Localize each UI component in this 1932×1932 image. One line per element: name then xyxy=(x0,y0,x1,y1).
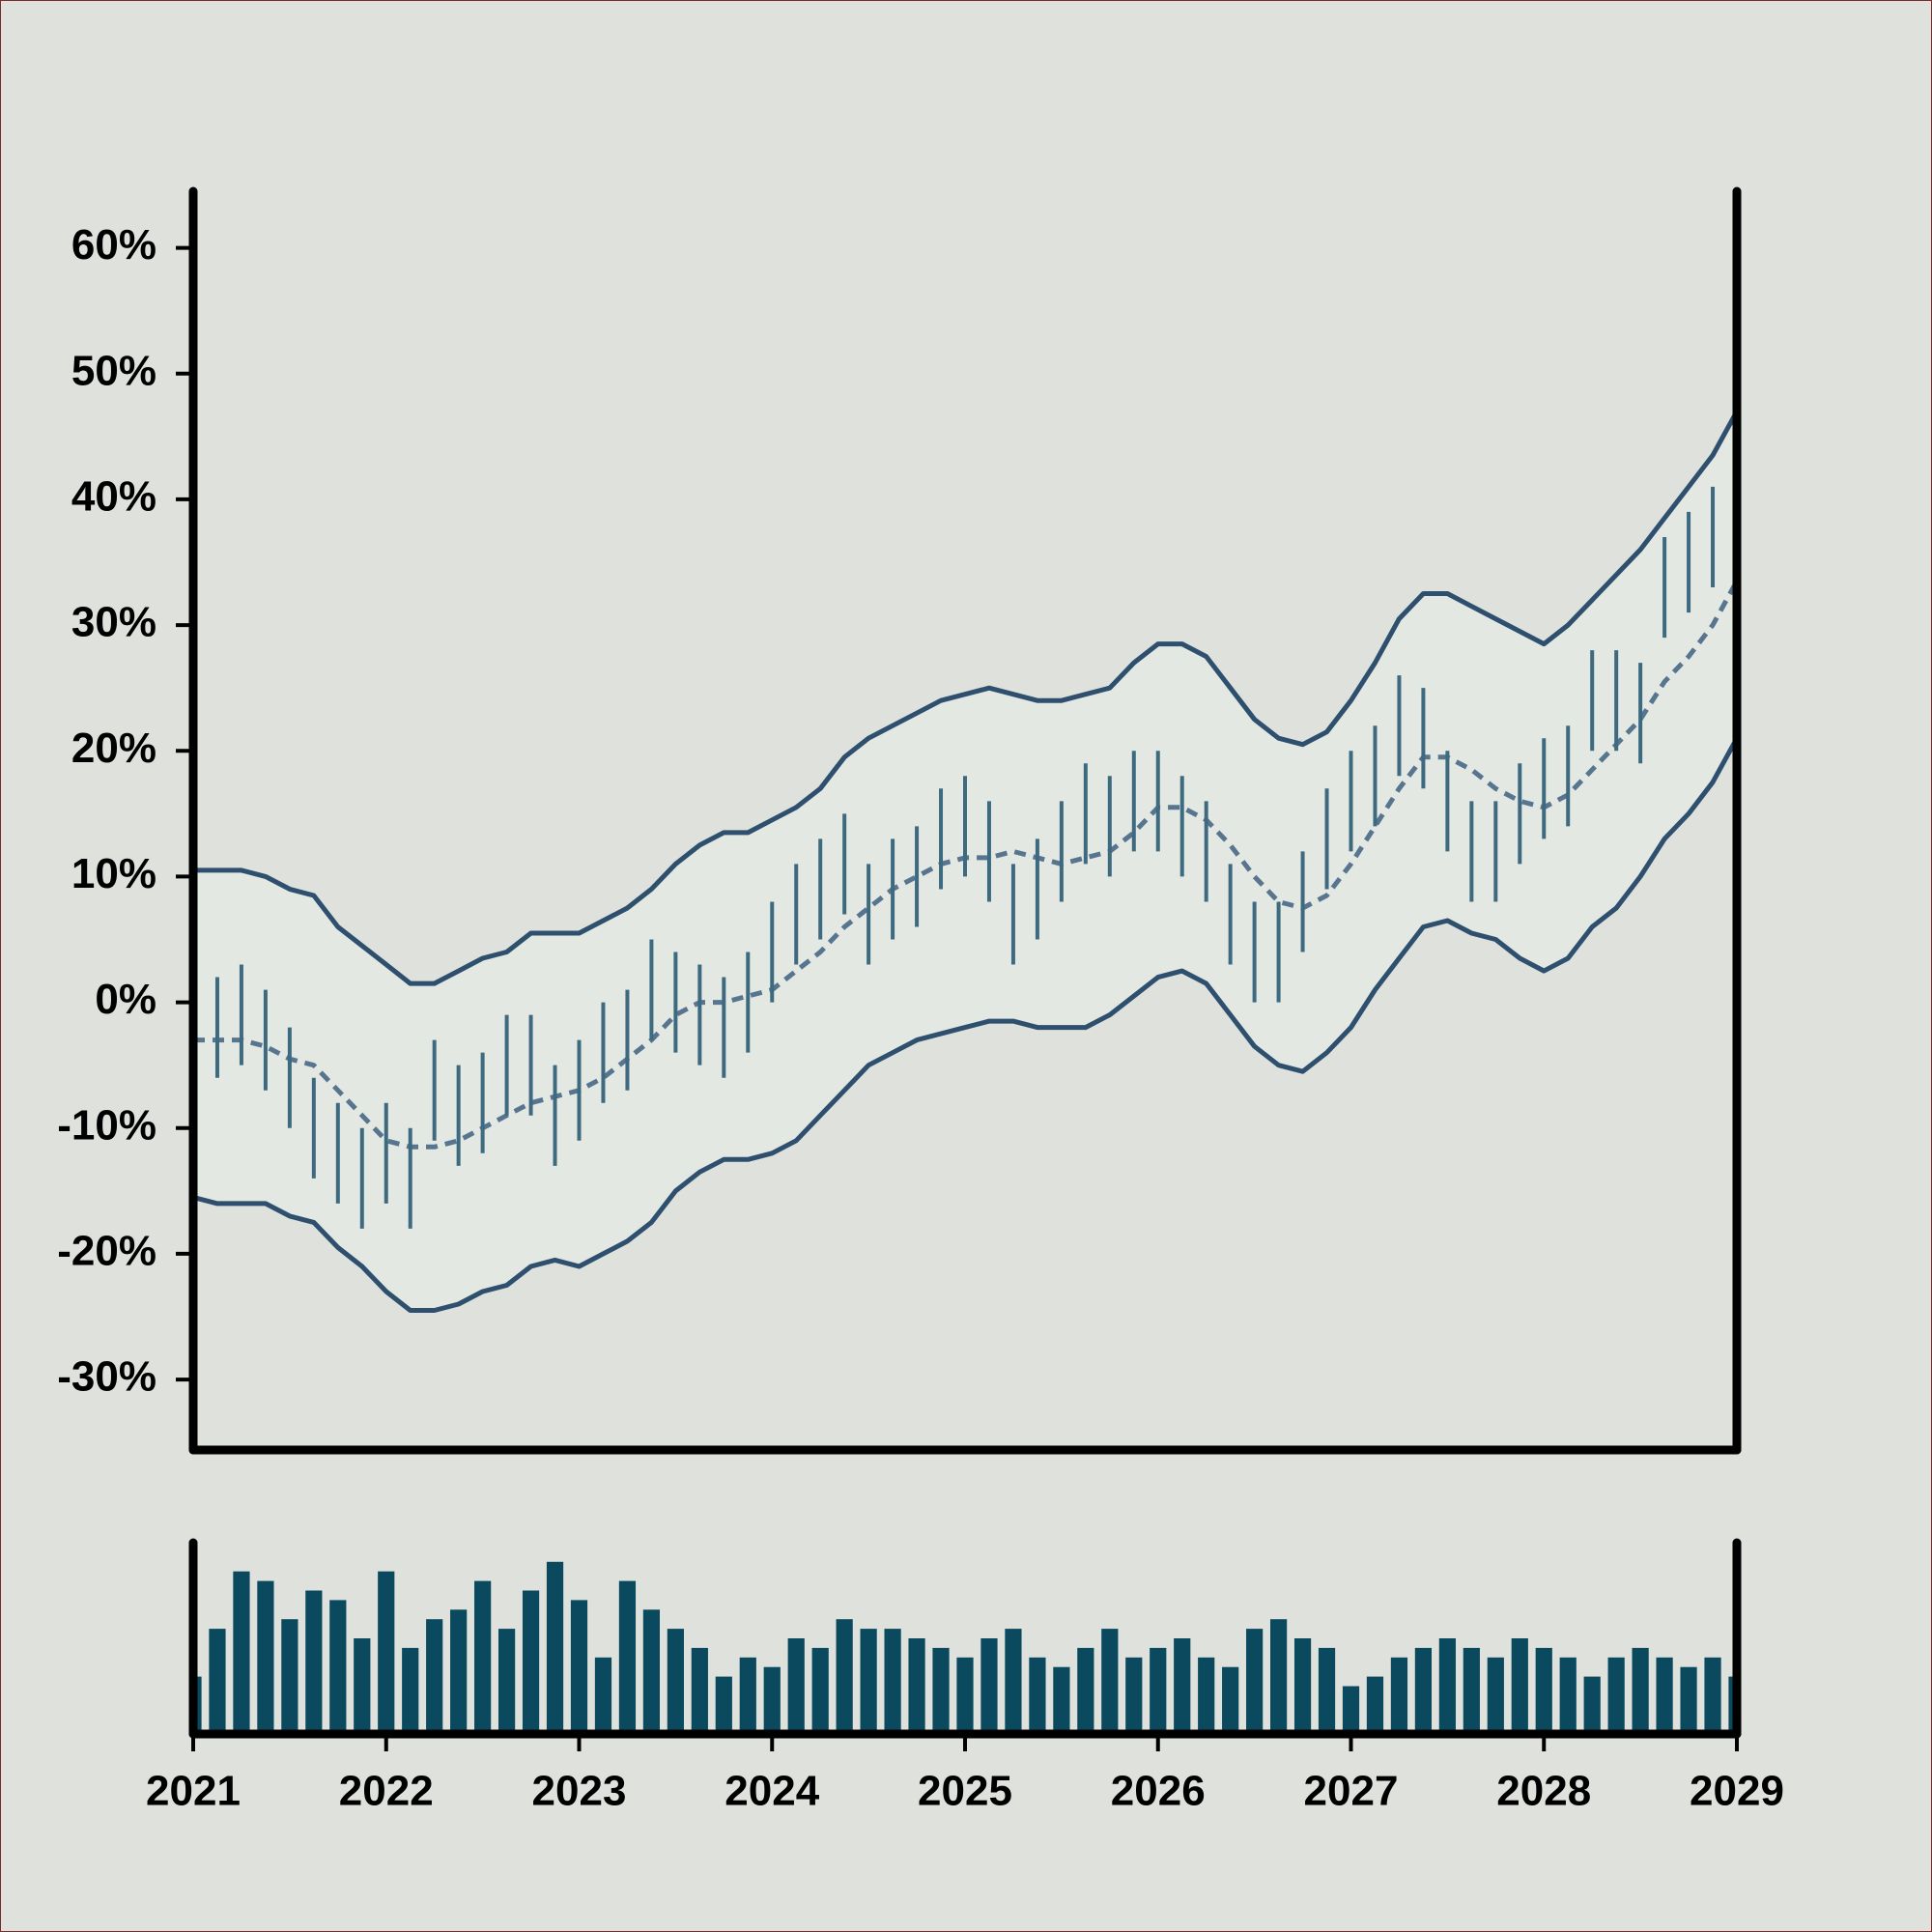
volume-bar xyxy=(956,1657,974,1734)
y-tick-label: 10% xyxy=(71,850,156,897)
volume-bar xyxy=(642,1609,661,1734)
y-tick-label: -30% xyxy=(57,1353,156,1401)
volume-bar xyxy=(1535,1647,1552,1734)
volume-bar xyxy=(1390,1657,1408,1734)
volume-bar xyxy=(739,1657,756,1734)
volume-bar xyxy=(594,1657,612,1734)
volume-bar xyxy=(1150,1647,1167,1734)
volume-bar xyxy=(474,1580,492,1734)
y-tick-label: 20% xyxy=(71,724,156,772)
volume-bar xyxy=(1246,1629,1264,1734)
volume-bar xyxy=(1101,1629,1119,1734)
upper-band xyxy=(193,410,1740,986)
volume-bar xyxy=(1269,1619,1288,1734)
volume-bar xyxy=(1656,1657,1673,1734)
volume-bar xyxy=(836,1619,853,1734)
volume-bar xyxy=(1125,1657,1143,1734)
y-tick-label: 50% xyxy=(71,347,156,394)
volume-bar xyxy=(932,1647,950,1734)
volume-bar xyxy=(1318,1647,1336,1734)
volume-bar xyxy=(715,1676,732,1734)
volume-bar xyxy=(884,1629,901,1734)
volume-bar xyxy=(1680,1666,1697,1734)
volume-bar xyxy=(329,1600,347,1734)
volume-bar xyxy=(787,1638,805,1734)
volume-bar xyxy=(1559,1657,1577,1734)
lower-band xyxy=(192,736,1740,1313)
volume-panel xyxy=(193,1561,1737,1734)
volume-bar xyxy=(1463,1647,1480,1734)
volume-bar xyxy=(1174,1638,1191,1734)
volume-bar xyxy=(1704,1657,1721,1734)
x-tick-label: 2026 xyxy=(1111,1768,1206,1815)
volume-bar xyxy=(1029,1657,1046,1734)
frame: -30% -20% -10% 0% 10% 20% 30% 40% 50% 60% 2021 2022… xyxy=(57,186,1784,1815)
volume-bar xyxy=(1414,1647,1433,1734)
volume-bar xyxy=(667,1629,684,1734)
volume-bar xyxy=(860,1629,877,1734)
x-tick-label: 2025 xyxy=(918,1768,1012,1815)
volume-bar xyxy=(1222,1666,1239,1734)
volume-bar xyxy=(570,1600,588,1734)
volume-bar xyxy=(1366,1676,1384,1734)
volume-bar xyxy=(1583,1676,1601,1734)
y-tick-label: -20% xyxy=(57,1228,156,1275)
volume-bar xyxy=(354,1638,371,1734)
volume-bar xyxy=(1005,1629,1022,1734)
volume-bar xyxy=(980,1638,998,1734)
volume-bar xyxy=(209,1629,226,1734)
volume-bar xyxy=(691,1647,708,1734)
volume-bar xyxy=(618,1580,637,1734)
x-tick-label: 2027 xyxy=(1304,1768,1399,1815)
volume-bar xyxy=(1053,1666,1070,1734)
volume-bar xyxy=(305,1590,323,1734)
volume-bar xyxy=(1632,1647,1649,1734)
volume-bar xyxy=(1293,1638,1312,1734)
volume-bar xyxy=(522,1590,540,1734)
volume-bar xyxy=(497,1629,516,1734)
volume-bar xyxy=(426,1619,443,1734)
volume-bar xyxy=(908,1638,925,1734)
price-panel xyxy=(191,410,1740,1313)
y-tick-label: 40% xyxy=(71,473,156,521)
volume-bar xyxy=(1487,1657,1504,1734)
x-tick-label: 2023 xyxy=(532,1768,627,1815)
y-tick-label: -10% xyxy=(57,1101,156,1149)
x-tick-label: 2024 xyxy=(724,1768,819,1815)
volume-bar xyxy=(1438,1638,1456,1734)
volume-bar xyxy=(546,1561,564,1734)
volume-bar xyxy=(1198,1657,1215,1734)
volume-bar xyxy=(1607,1657,1625,1734)
volume-bar xyxy=(378,1571,395,1734)
volume-bar xyxy=(1511,1638,1528,1734)
volume-bar xyxy=(281,1619,298,1734)
x-tick-label: 2029 xyxy=(1690,1768,1784,1815)
y-tick-label: 60% xyxy=(71,221,156,269)
x-tick-label: 2028 xyxy=(1496,1768,1591,1815)
volume-bar xyxy=(257,1580,274,1734)
volume-bar xyxy=(233,1571,250,1734)
volume-bar xyxy=(450,1609,468,1734)
volume-bar xyxy=(402,1647,419,1734)
x-tick-label: 2021 xyxy=(146,1768,241,1815)
volume-bar xyxy=(763,1666,781,1734)
x-tick-label: 2022 xyxy=(339,1768,434,1815)
volume-bar xyxy=(1077,1647,1094,1734)
volume-bar xyxy=(1342,1686,1360,1734)
volume-bar xyxy=(811,1647,829,1734)
y-tick-label: 0% xyxy=(95,976,156,1023)
y-tick-label: 30% xyxy=(71,599,156,646)
